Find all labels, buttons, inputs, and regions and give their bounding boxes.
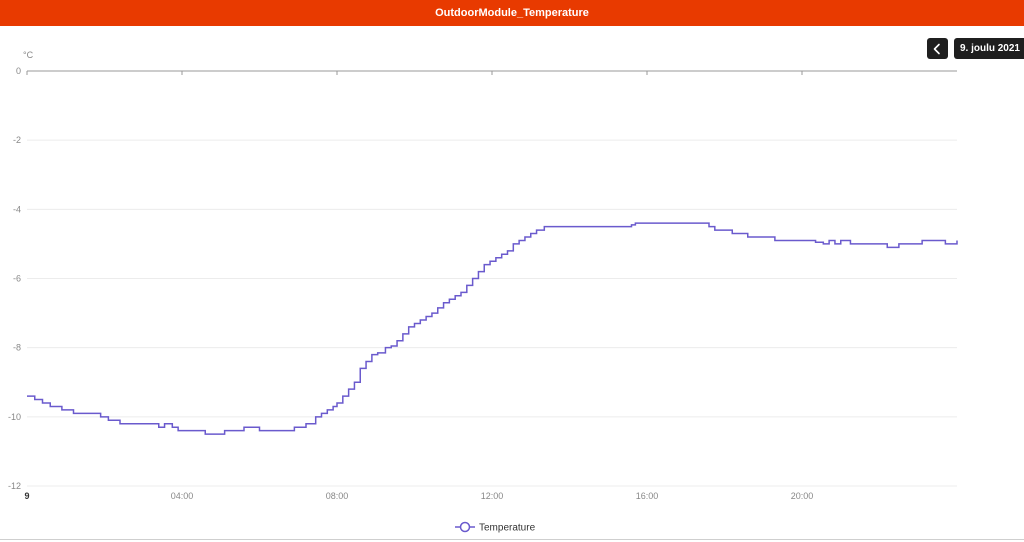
x-tick-label: 12:00 [481, 491, 504, 501]
date-label[interactable]: 9. joulu 2021 [953, 38, 1024, 59]
y-tick-label: 0 [16, 66, 21, 76]
date-controls: 9. joulu 2021 [926, 38, 1024, 59]
series-line-temperature [27, 222, 958, 435]
y-tick-label: -6 [13, 274, 21, 284]
series-layer [27, 222, 958, 435]
x-tick-label: 08:00 [326, 491, 349, 501]
y-tick-label: -12 [8, 481, 21, 491]
y-axis-unit: °C [23, 50, 34, 60]
x-tick-label: 20:00 [791, 491, 814, 501]
legend-marker [459, 521, 471, 533]
x-tick-label: 16:00 [636, 491, 659, 501]
previous-day-button[interactable] [926, 38, 948, 59]
chevron-left-icon [934, 43, 941, 54]
x-tick-label: 9 [24, 491, 29, 501]
legend[interactable]: Temperature [455, 521, 536, 534]
x-tick-label: 04:00 [171, 491, 194, 501]
grid-lines [27, 139, 957, 487]
y-tick-label: -10 [8, 412, 21, 422]
page-title: OutdoorModule_Temperature [435, 7, 589, 19]
axes: °C0 -2 -4 -6 -8 -10 -129 04:00 08:00 12:00 16:00 20… [8, 50, 957, 501]
y-tick-label: -4 [13, 204, 21, 214]
app-header: OutdoorModule_Temperature [0, 0, 1024, 26]
legend-label[interactable]: Temperature [479, 523, 536, 534]
bottom-divider [0, 539, 1024, 540]
y-tick-label: -2 [13, 135, 21, 145]
y-tick-label: -8 [13, 343, 21, 353]
